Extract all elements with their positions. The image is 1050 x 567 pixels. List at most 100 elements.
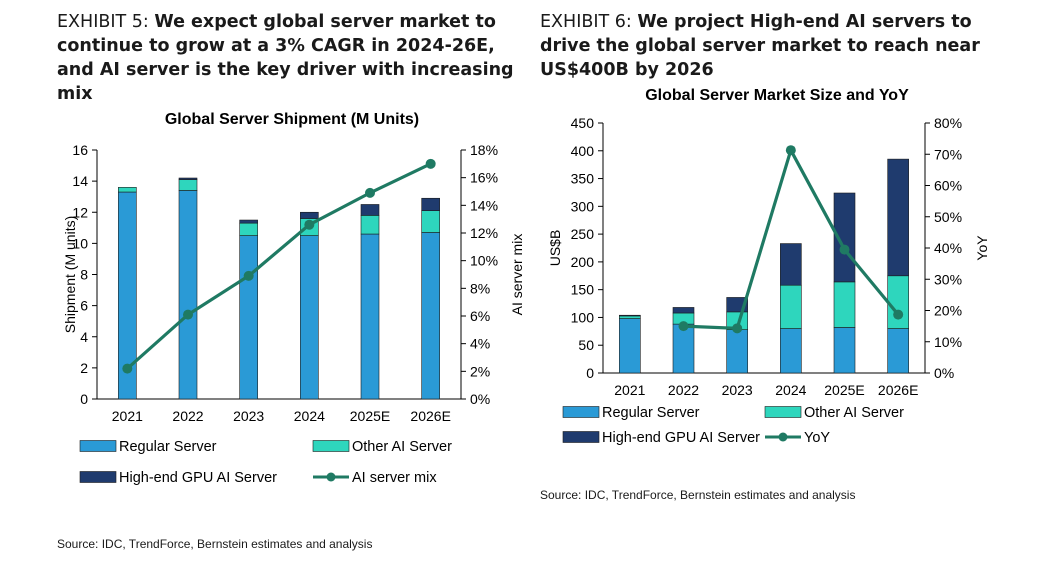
y2-tick-label: 18% (470, 142, 498, 158)
y-tick-label: 0 (80, 391, 88, 407)
y2-tick-label: 4% (470, 336, 490, 352)
legend-bar-swatch (562, 431, 600, 443)
bar-other-ai-segment (118, 187, 137, 193)
bar-high-end-segment (360, 204, 380, 216)
exhibit-6-label: EXHIBIT 6: (540, 12, 632, 32)
y2-tick-label: 14% (470, 197, 498, 213)
exhibit-5-source: Source: IDC, TrendForce, Bernstein estim… (57, 537, 373, 551)
bar-regular-segment (239, 235, 258, 400)
bar-high-end-segment (421, 197, 440, 211)
y2-tick-label: 70% (934, 146, 962, 162)
y-tick-label: 0 (586, 365, 594, 381)
legend-label: Other AI Server (804, 405, 904, 421)
bar-high-end-segment (239, 219, 258, 224)
bar-other-ai-segment (360, 215, 380, 235)
y2-tick-label: 60% (934, 178, 962, 194)
y2-tick-label: 30% (934, 271, 962, 287)
line-series-point (893, 309, 904, 320)
line-series-point (732, 323, 743, 334)
legend-label: Regular Server (602, 405, 700, 421)
chart-2: Global Server Market Size and YoY 0 50 100 1… (547, 87, 990, 446)
y-tick-label: 100 (571, 309, 595, 325)
bar-high-end-segment (300, 211, 319, 219)
x-tick-label: 2024 (294, 408, 325, 424)
line-series-point (425, 158, 436, 169)
bar-regular-segment (780, 328, 802, 374)
x-tick-label: 2026E (410, 408, 450, 424)
y-tick-label: 250 (571, 226, 595, 242)
y2-tick-label: 10% (470, 253, 498, 269)
line-series-point (183, 309, 193, 320)
y-tick-label: 4 (80, 329, 88, 345)
y2-tick-label: 8% (470, 280, 490, 296)
exhibit-5-label: EXHIBIT 5: (57, 12, 149, 32)
legend-label: AI server mix (352, 470, 437, 486)
legend-line-marker (326, 472, 336, 482)
bar-high-end-segment (887, 158, 909, 277)
bar-regular-segment (360, 233, 380, 400)
exhibit-6-title: EXHIBIT 6: We project High-end AI server… (540, 10, 1010, 82)
y2-tick-label: 0% (934, 365, 954, 381)
legend-bar-swatch (764, 406, 802, 418)
bar-high-end-segment (672, 307, 695, 314)
y2-tick-label: 20% (934, 303, 962, 319)
legend-label: Regular Server (119, 439, 217, 455)
x-tick-label: 2022 (172, 408, 203, 424)
chart-title: Global Server Market Size and YoY (645, 87, 909, 104)
legend-label: Other AI Server (352, 439, 452, 455)
bar-regular-segment (887, 328, 909, 374)
x-tick-label: 2021 (614, 382, 645, 398)
legend-label: High-end GPU AI Server (119, 470, 277, 486)
y2-tick-label: 0% (470, 391, 490, 407)
y-tick-label: 150 (571, 282, 595, 298)
legend-bar-swatch (79, 440, 117, 452)
legend-bar-swatch (562, 406, 600, 418)
bar-regular-segment (672, 323, 695, 374)
bar-regular-segment (300, 235, 319, 400)
legend-line-marker (778, 432, 788, 442)
y2-tick-label: 50% (934, 209, 962, 225)
chart-title: Global Server Shipment (M Units) (165, 111, 419, 128)
y-axis-title: Shipment (M units) (62, 216, 78, 333)
y-tick-label: 6 (80, 298, 88, 314)
y-tick-label: 350 (571, 171, 595, 187)
bar-other-ai-segment (178, 179, 198, 191)
y2-tick-label: 16% (470, 170, 498, 186)
bar-high-end-segment (833, 192, 856, 283)
line-series-point (122, 363, 133, 374)
y-tick-label: 300 (571, 198, 595, 214)
y2-tick-label: 2% (470, 363, 490, 379)
x-tick-label: 2025E (824, 382, 864, 398)
x-tick-label: 2024 (775, 382, 806, 398)
legend-bar-swatch (79, 471, 117, 483)
line-series-point (839, 244, 850, 255)
y2-tick-label: 12% (470, 225, 498, 241)
x-tick-label: 2021 (112, 408, 143, 424)
x-tick-label: 2023 (233, 408, 264, 424)
x-tick-label: 2025E (350, 408, 390, 424)
legend-label: YoY (804, 430, 830, 446)
y2-tick-label: 40% (934, 240, 962, 256)
line-series-path (126, 162, 432, 370)
line-series-point (243, 270, 254, 281)
bar-other-ai-segment (833, 281, 856, 328)
y-tick-label: 450 (571, 115, 595, 131)
y-tick-label: 14 (72, 173, 88, 189)
x-tick-label: 2023 (722, 382, 753, 398)
legend-label: High-end GPU AI Server (602, 430, 760, 446)
line-series-point (678, 321, 689, 332)
y-tick-label: 400 (571, 143, 595, 159)
bar-regular-segment (726, 329, 748, 374)
exhibit-6-source: Source: IDC, TrendForce, Bernstein estim… (540, 488, 856, 502)
bar-regular-segment (178, 190, 198, 400)
bar-other-ai-segment (421, 210, 440, 233)
y-tick-label: 2 (80, 360, 88, 376)
exhibit-6-headline: We project High-end AI servers to drive … (540, 12, 980, 80)
y2-axis-title: YoY (974, 235, 990, 261)
y-tick-label: 10 (72, 235, 88, 251)
y2-axis-title: AI server mix (509, 234, 525, 316)
y2-tick-label: 6% (470, 308, 490, 324)
bar-high-end-segment (780, 243, 802, 286)
bar-other-ai-segment (887, 275, 909, 329)
